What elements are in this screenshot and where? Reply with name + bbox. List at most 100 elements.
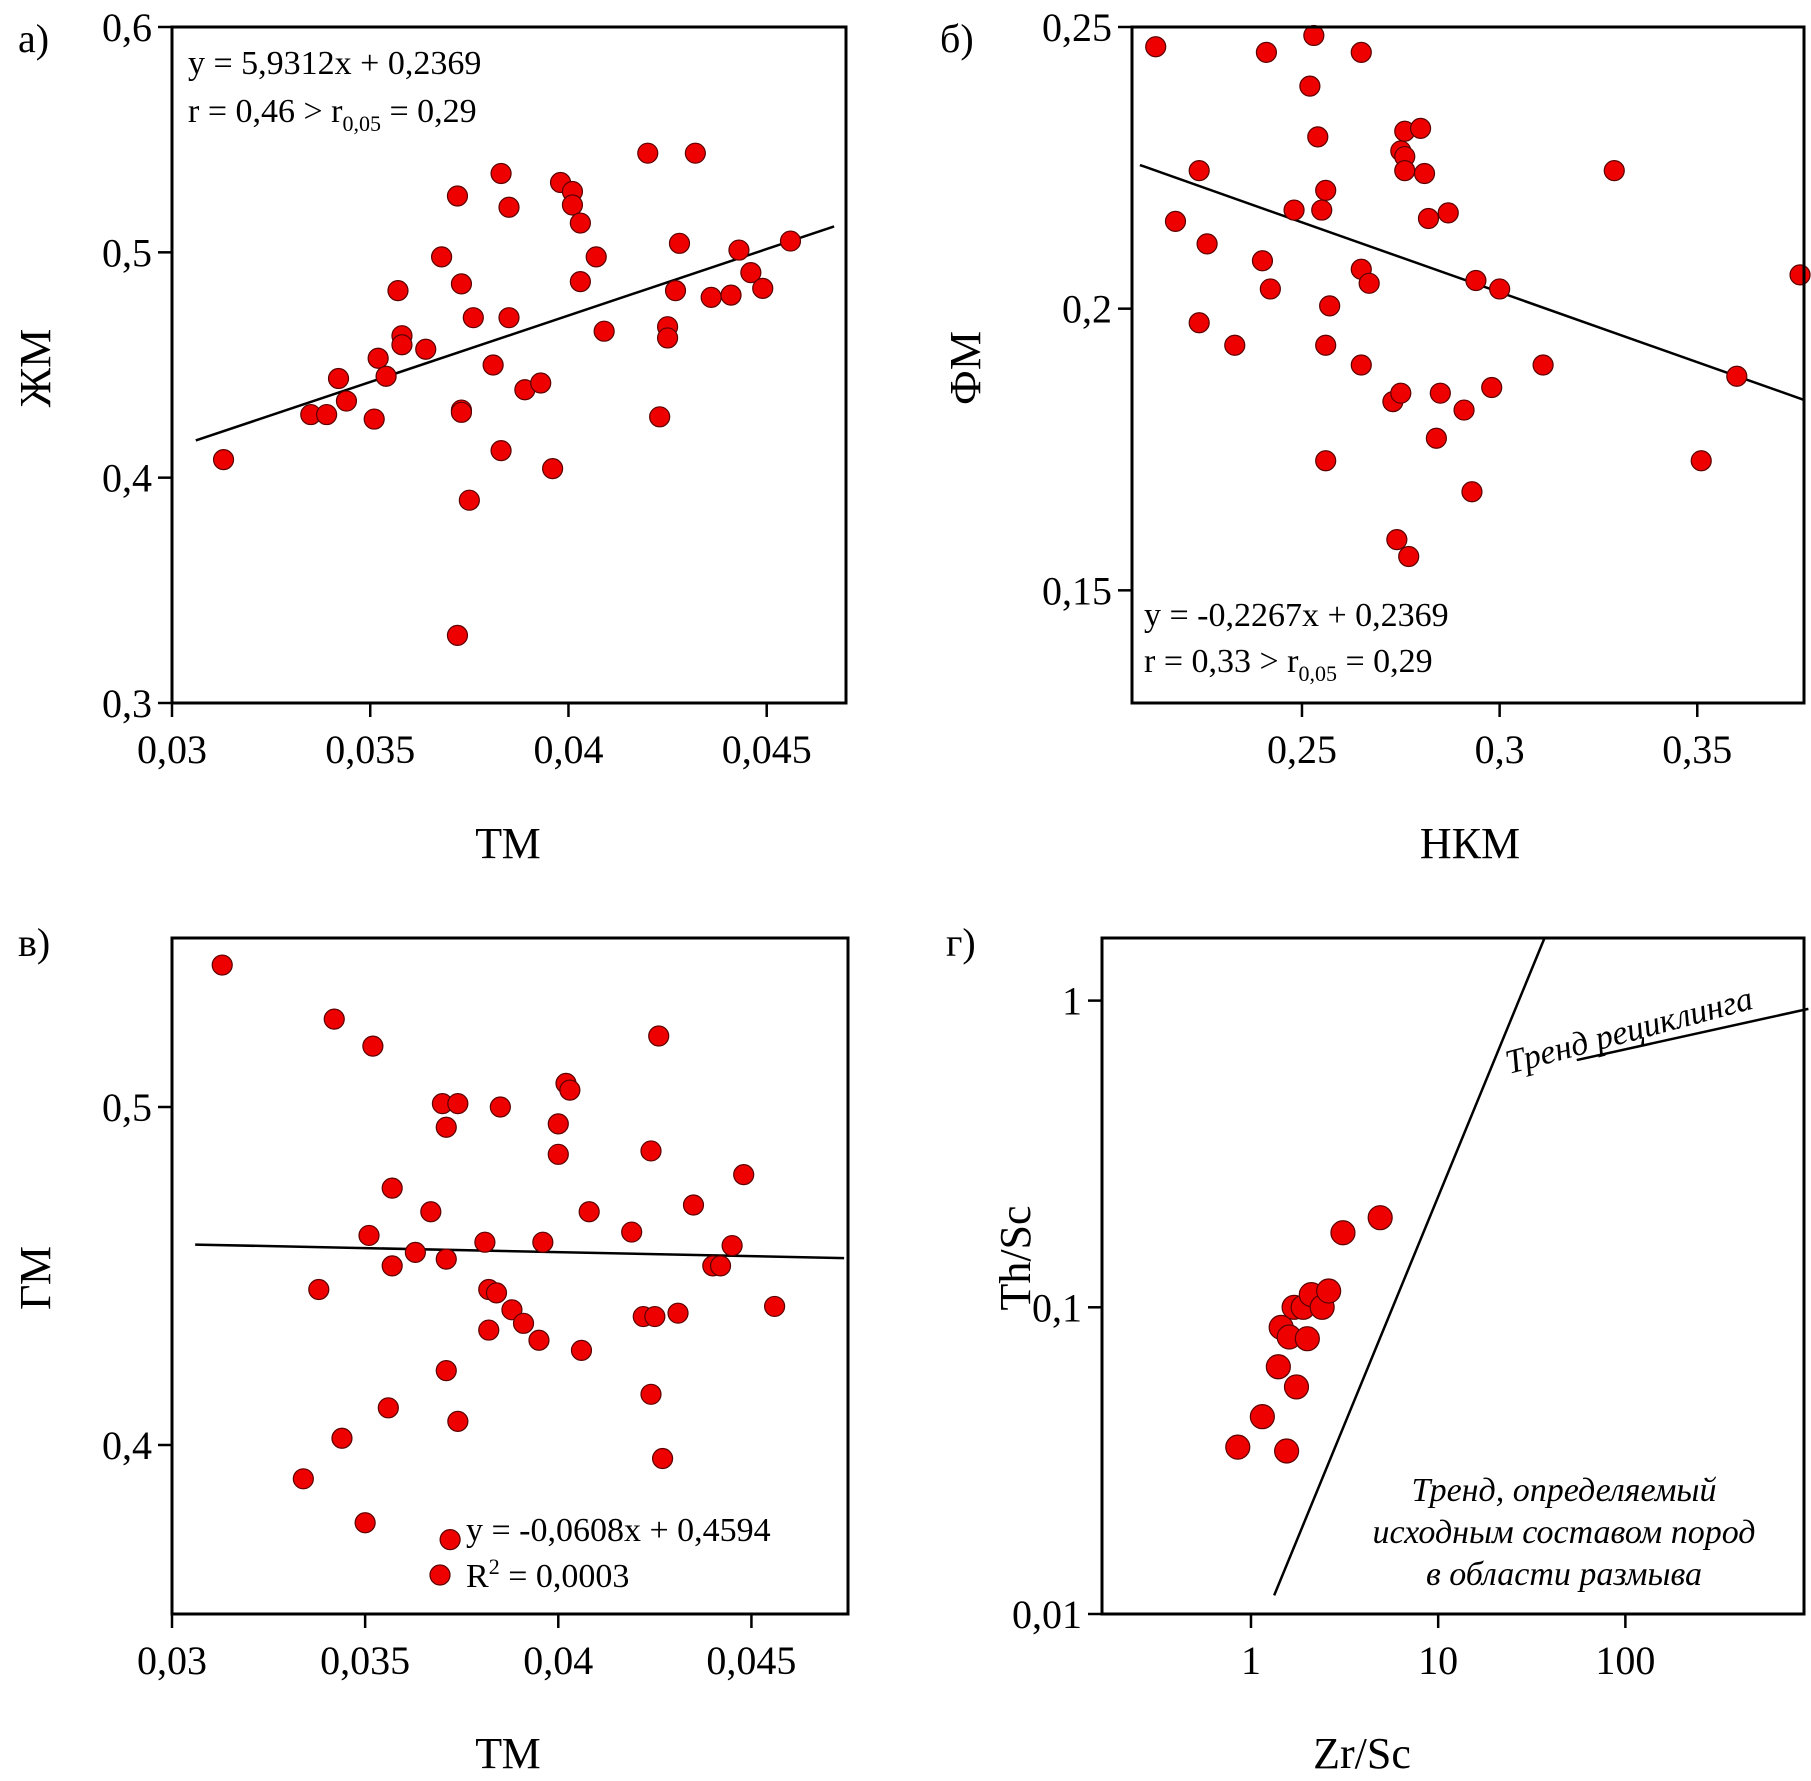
panel-a-y-tick-label: 0,6: [102, 5, 152, 50]
panel-c-data-point: [292, 1468, 314, 1490]
panel-b-data-point: [1532, 354, 1554, 376]
panel-c-x-tick-label: 0,03: [137, 1638, 207, 1683]
panel-a-data-point: [367, 347, 389, 369]
panel-c-data-point: [489, 1096, 511, 1118]
panel-c-x-tick-label: 0,035: [320, 1638, 410, 1683]
panel-a-xlabel: ТМ: [475, 819, 540, 868]
panel-c-points: [211, 954, 786, 1551]
panel-c-data-point: [404, 1241, 426, 1263]
panel-c-data-point: [478, 1319, 500, 1341]
panel-c-data-point: [532, 1231, 554, 1253]
panel-a-data-point: [542, 458, 564, 480]
panel-c-data-point: [381, 1255, 403, 1277]
panel-a-data-point: [316, 403, 338, 426]
panel-b: б) 0,25 0,3 0,35 0,15 0,2 0,25 y = -0,2267x +…: [940, 5, 1811, 868]
panel-b-corr-prefix: r = 0,33 > r: [1144, 643, 1299, 680]
panel-a-data-point: [569, 271, 591, 293]
panel-b-data-point: [1311, 199, 1333, 221]
panel-c-data-point: [570, 1339, 593, 1361]
panel-a-letter: a): [18, 16, 49, 61]
panel-a-y-tick-label: 0,3: [102, 681, 152, 726]
panel-c-data-point: [211, 954, 233, 976]
panel-c-x-tick-label: 0,04: [523, 1638, 593, 1683]
panel-c-data-point: [547, 1113, 569, 1135]
panel-a-data-point: [450, 273, 473, 295]
panel-c-data-point: [358, 1224, 380, 1247]
panel-b-data-point: [1145, 36, 1167, 58]
panel-c-data-point: [764, 1295, 786, 1318]
panel-b-data-point: [1437, 202, 1459, 224]
panel-a-data-point: [585, 246, 607, 268]
panel-a-data-point: [446, 624, 469, 647]
panel-a-y-tick-label: 0,4: [102, 456, 152, 501]
panel-b-data-point: [1409, 117, 1432, 139]
panel-a: a) 0,03 0,035 0,04 0,045 0,3 0,4 0,5 0,6 y = 5,…: [11, 5, 848, 868]
panel-d-letter: г): [946, 920, 976, 965]
panel-c-data-point: [621, 1221, 643, 1243]
panel-c-x-tick-label: 0,045: [706, 1638, 796, 1683]
panel-b-data-point: [1350, 41, 1372, 63]
panel-a-data-point: [446, 185, 469, 207]
panel-d-y-tick-label: 0,1: [1032, 1285, 1082, 1330]
panel-a-data-point: [490, 162, 512, 185]
panel-b-data-point: [1350, 354, 1372, 376]
panel-c-r2: R2 = 0,0003: [466, 1554, 629, 1595]
panel-a-data-point: [498, 307, 520, 329]
panel-b-ticks: 0,25 0,3 0,35 0,15 0,2 0,25: [1042, 5, 1732, 772]
panel-c-data-point: [435, 1248, 457, 1270]
panel-c-data-point: [644, 1305, 666, 1328]
panel-a-ticks: 0,03 0,035 0,04 0,045 0,3 0,4 0,5 0,6: [102, 5, 812, 772]
panel-d-y-tick-label: 0,01: [1012, 1592, 1082, 1637]
panel-b-y-tick-label: 0,15: [1042, 568, 1112, 613]
panel-c: в) 0,03 0,035 0,04 0,045 0,4 0,5 y = -0,0608x…: [11, 920, 850, 1778]
panel-c-data-point: [559, 1079, 581, 1101]
panel-a-data-point: [561, 194, 584, 216]
panel-d-data-point: [1249, 1404, 1275, 1430]
panel-a-data-point: [649, 406, 671, 428]
panel-a-x-tick-label: 0,035: [325, 727, 415, 772]
panel-c-data-point: [447, 1093, 469, 1115]
panel-a-data-point: [684, 142, 706, 164]
panel-b-data-point: [1481, 376, 1503, 399]
panel-b-data-point: [1259, 278, 1281, 300]
panel-b-data-point: [1489, 278, 1511, 300]
panel-b-data-point: [1319, 295, 1341, 317]
panel-c-data-point: [640, 1140, 662, 1162]
panel-d-frame: [1100, 936, 1806, 1616]
panel-c-data-point: [512, 1312, 535, 1334]
panel-a-data-point: [740, 262, 762, 284]
panel-b-data-point: [1726, 365, 1748, 387]
panel-a-data-point: [593, 320, 615, 342]
panel-c-ticks: 0,03 0,035 0,04 0,045 0,4 0,5: [102, 1085, 796, 1683]
panel-a-data-point: [700, 286, 722, 308]
panel-a-data-point: [387, 280, 409, 302]
panel-b-letter: б): [940, 16, 974, 61]
panel-a-data-point: [498, 196, 520, 218]
panel-a-data-point: [637, 142, 659, 164]
panel-d-source-label-line-1: Тренд, определяемый: [1412, 1472, 1717, 1509]
panel-b-data-point: [1413, 162, 1436, 185]
panel-b-data-point: [1196, 233, 1218, 255]
panel-a-data-point: [728, 239, 750, 261]
panel-b-data-point: [1303, 24, 1325, 47]
panel-a-data-point: [327, 367, 350, 390]
panel-c-data-point: [640, 1383, 662, 1405]
panel-b-y-tick-label: 0,2: [1062, 287, 1112, 332]
panel-b-correlation: r = 0,33 > r0,05 = 0,29: [1144, 643, 1433, 686]
panel-c-legend-marker: [429, 1564, 451, 1586]
panel-b-data-point: [1425, 427, 1447, 449]
panel-c-data-point: [377, 1397, 399, 1419]
panel-b-data-point: [1188, 312, 1210, 334]
panel-a-data-point: [490, 440, 512, 462]
panel-b-data-point: [1307, 126, 1329, 148]
panel-b-data-point: [1690, 450, 1712, 472]
panel-a-correlation: r = 0,46 > r0,05 = 0,29: [188, 93, 477, 136]
panel-a-corr-suffix: = 0,29: [381, 93, 477, 130]
panel-a-data-point: [668, 232, 691, 254]
panel-c-data-point: [721, 1234, 743, 1257]
panel-d-ylabel: Th/Sc: [991, 1205, 1040, 1310]
panel-c-frame: [170, 936, 850, 1616]
panel-b-data-point: [1283, 199, 1305, 221]
panel-d-data-point: [1294, 1326, 1320, 1352]
panel-b-data-point: [1224, 334, 1246, 356]
